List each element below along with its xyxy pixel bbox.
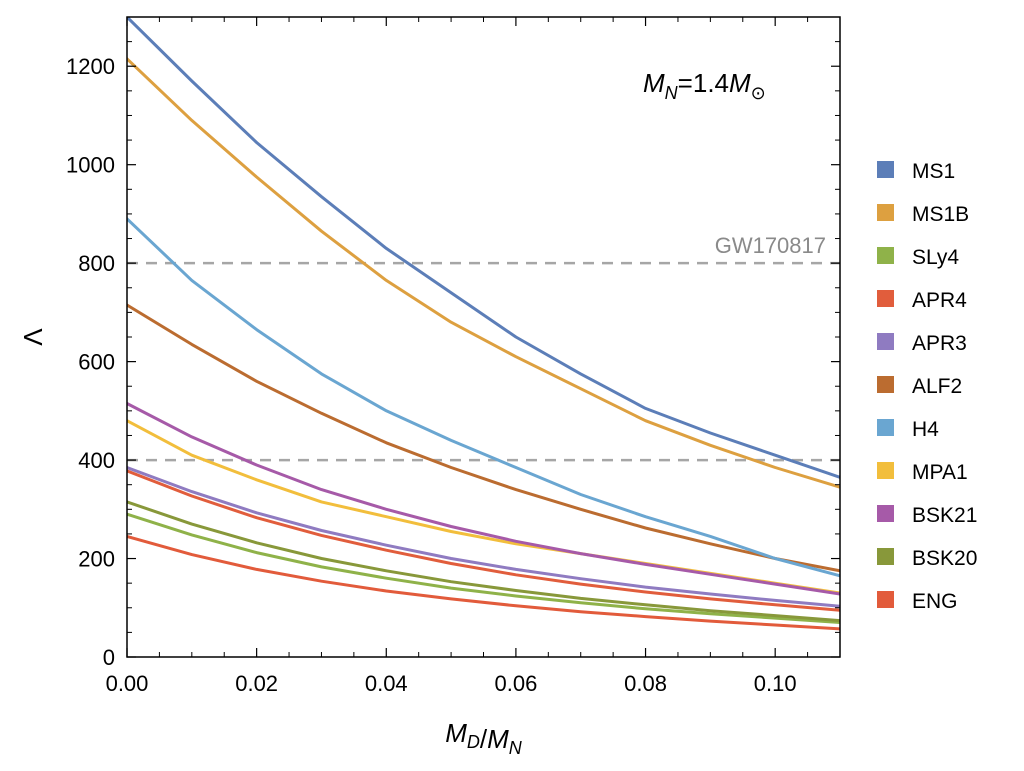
legend-item-ms1b: MS1B — [877, 203, 969, 226]
legend: MS1 MS1B SLy4 APR4 APR3 ALF2 H4 MPA1 BSK21 BSK20 E… — [877, 160, 977, 613]
series-line-alf2 — [127, 303, 840, 573]
legend-item-sly4: SLy4 — [877, 246, 959, 269]
legend-item-bsk21: BSK21 — [877, 504, 977, 527]
y-tick-label: 800 — [78, 251, 115, 276]
y-axis: 0 200 400 600 800 1000 1200 — [66, 41, 840, 670]
legend-label: BSK20 — [912, 547, 977, 570]
y-tick-label: 200 — [78, 547, 115, 572]
legend-label: MS1 — [912, 160, 955, 183]
legend-item-h4: H4 — [877, 418, 939, 441]
legend-label: ALF2 — [912, 375, 962, 398]
legend-item-ms1: MS1 — [877, 160, 955, 183]
series-line-bsk21 — [127, 402, 840, 596]
legend-swatch — [877, 505, 894, 522]
legend-item-eng: ENG — [877, 590, 958, 613]
legend-item-alf2: ALF2 — [877, 375, 962, 398]
legend-item-bsk20: BSK20 — [877, 547, 977, 570]
x-tick-label: 0.08 — [624, 671, 667, 696]
legend-label: ENG — [912, 590, 958, 613]
legend-label: APR4 — [912, 289, 967, 312]
x-tick-label: 0.00 — [106, 671, 149, 696]
legend-swatch — [877, 204, 894, 221]
legend-swatch — [877, 591, 894, 608]
legend-label: BSK21 — [912, 504, 977, 527]
y-tick-label: 1200 — [66, 54, 115, 79]
x-tick-label: 0.06 — [494, 671, 537, 696]
legend-item-apr4: APR4 — [877, 289, 967, 312]
x-tick-label: 0.02 — [235, 671, 278, 696]
plot-frame — [126, 16, 841, 658]
legend-label: APR3 — [912, 332, 967, 355]
series-line-ms1b — [127, 57, 840, 489]
legend-label: MPA1 — [912, 461, 968, 484]
legend-label: MS1B — [912, 203, 969, 226]
legend-swatch — [877, 376, 894, 393]
x-tick-label: 0.04 — [365, 671, 408, 696]
legend-label: SLy4 — [912, 246, 959, 269]
legend-label: H4 — [912, 418, 939, 441]
x-axis: 0.00 0.02 0.04 0.06 0.08 0.10 — [106, 17, 809, 696]
series-line-sly4 — [127, 512, 840, 624]
y-tick-label: 1000 — [66, 153, 115, 178]
series-line-apr4 — [127, 469, 840, 612]
series-lines — [127, 17, 840, 631]
y-tick-label: 0 — [103, 645, 115, 670]
legend-swatch — [877, 247, 894, 264]
series-line-bsk20 — [127, 500, 840, 623]
reference-line-label: GW170817 — [715, 233, 826, 258]
reference-lines — [127, 261, 840, 462]
y-tick-label: 400 — [78, 448, 115, 473]
x-tick-label: 0.10 — [754, 671, 797, 696]
legend-swatch — [877, 462, 894, 479]
series-line-ms1 — [127, 17, 840, 479]
mass-annotation: MN=1.4M⊙ — [643, 68, 766, 103]
series-line-h4 — [127, 217, 840, 578]
series-line-apr3 — [127, 466, 840, 608]
legend-item-apr3: APR3 — [877, 332, 967, 355]
legend-swatch — [877, 548, 894, 565]
legend-swatch — [877, 419, 894, 436]
legend-swatch — [877, 333, 894, 350]
x-axis-label: MD/MN — [445, 718, 523, 758]
legend-swatch — [877, 161, 894, 178]
y-axis-label: Λ — [18, 328, 48, 346]
series-line-eng — [127, 534, 840, 631]
y-tick-label: 600 — [78, 350, 115, 375]
legend-swatch — [877, 290, 894, 307]
legend-item-mpa1: MPA1 — [877, 461, 968, 484]
